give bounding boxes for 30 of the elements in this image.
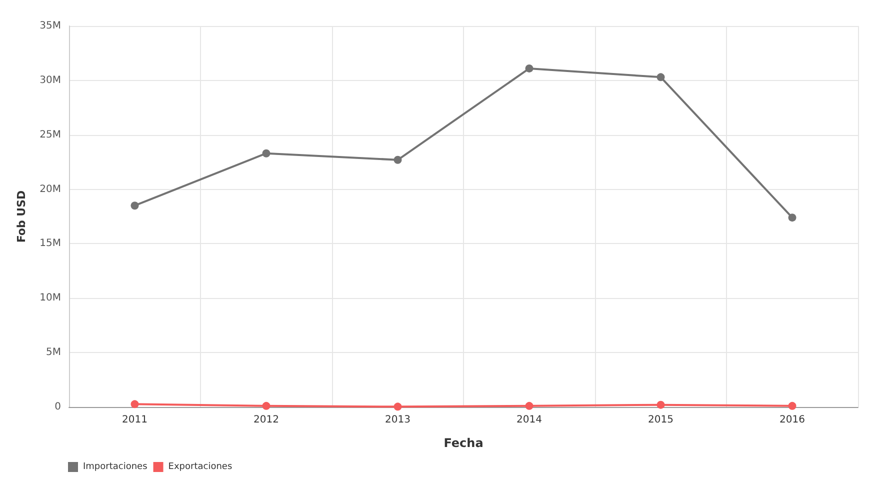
y-axis-title: Fob USD [15,190,28,243]
point [656,73,665,82]
legend-label: Exportaciones [168,462,232,472]
x-tick-label: 2016 [780,414,805,426]
point [262,402,270,410]
point [525,64,534,72]
point [656,400,665,409]
legend-label: Importaciones [83,462,148,472]
point [788,214,796,222]
point [394,402,402,411]
point [130,202,139,210]
y-tick-label: 0 [54,402,61,412]
point [262,149,270,158]
y-tick-label: 35M [40,20,61,32]
y-tick-label: 25M [40,129,61,140]
y-tick-label: 15M [40,238,61,250]
x-tick-label: 2014 [516,414,542,426]
point [394,156,402,164]
point [525,402,534,410]
x-tick-label: 2013 [385,414,410,426]
point [788,402,796,410]
x-axis-title: Fecha [444,436,484,450]
x-tick-label: 2012 [254,414,279,426]
x-tick-label: 2011 [122,414,148,426]
x-tick-label: 2015 [648,414,674,426]
y-tick-label: 30M [40,74,61,86]
y-tick-label: 5M [46,347,61,358]
y-tick-label: 10M [40,292,61,304]
point [130,400,139,408]
y-tick-label: 20M [40,184,61,195]
